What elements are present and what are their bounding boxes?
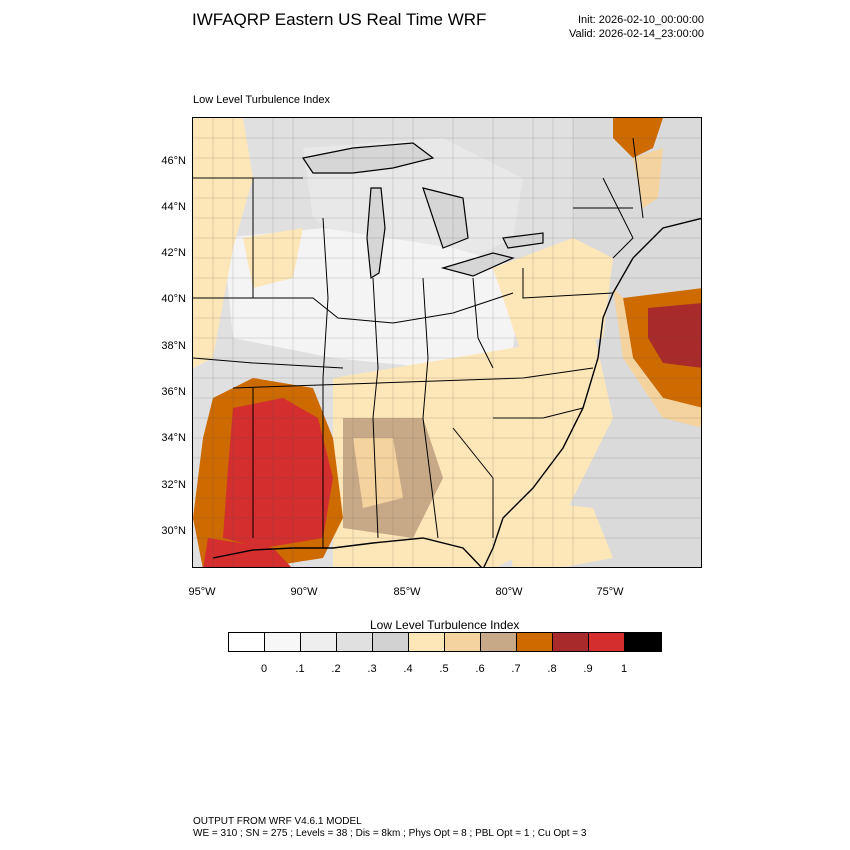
- legend-tick-label: .9: [583, 663, 593, 675]
- atlantic-coastline: [483, 217, 701, 567]
- lat-label-46: 46°N: [161, 155, 186, 167]
- legend-tick-label: .8: [547, 663, 557, 675]
- valid-time: Valid: 2026-02-14_23:00:00: [569, 28, 704, 40]
- lon-label-80: 80°W: [495, 586, 523, 598]
- offshore-tan-field: [613, 288, 701, 428]
- init-time: Init: 2026-02-10_00:00:00: [578, 14, 704, 26]
- lat-label-30: 30°N: [161, 525, 186, 537]
- legend-title: Low Level Turbulence Index: [370, 618, 520, 632]
- map-canvas: [193, 118, 701, 567]
- legend-swatch: [553, 633, 589, 651]
- footer-config: WE = 310 ; SN = 275 ; Levels = 38 ; Dis …: [193, 828, 587, 839]
- lat-label-34: 34°N: [161, 432, 186, 444]
- alabama-mid-field: [353, 438, 403, 508]
- footer-model: OUTPUT FROM WRF V4.6.1 MODEL: [193, 816, 362, 827]
- legend-swatch: [625, 633, 661, 651]
- legend-swatch: [445, 633, 481, 651]
- west-tan-field: [193, 118, 253, 368]
- coastal-tan-field: [503, 498, 613, 567]
- lon-label-95: 95°W: [188, 586, 216, 598]
- legend-colorbar: [228, 632, 662, 652]
- legend-tick-label: .2: [331, 663, 341, 675]
- legend-tick-label: 1: [620, 663, 628, 675]
- main-title: IWFAQRP Eastern US Real Time WRF: [192, 10, 487, 29]
- legend-tick-label: 0: [260, 663, 268, 675]
- panel-title: Low Level Turbulence Index: [193, 94, 330, 106]
- legend-tick-label: .5: [439, 663, 449, 675]
- legend-tick-label: .1: [295, 663, 305, 675]
- legend-swatch: [481, 633, 517, 651]
- lat-label-40: 40°N: [161, 293, 186, 305]
- lat-label-44: 44°N: [161, 201, 186, 213]
- legend-swatch: [409, 633, 445, 651]
- legend-swatch: [517, 633, 553, 651]
- legend-swatch: [337, 633, 373, 651]
- lon-label-90: 90°W: [290, 586, 318, 598]
- legend-tick-label: .3: [367, 663, 377, 675]
- legend-tick-label: .7: [511, 663, 521, 675]
- lat-label-32: 32°N: [161, 479, 186, 491]
- legend-swatch: [301, 633, 337, 651]
- lat-label-42: 42°N: [161, 247, 186, 259]
- gulf-red-field: [223, 398, 333, 548]
- midwest-low-field: [223, 228, 523, 368]
- legend-swatch: [229, 633, 265, 651]
- lat-label-36: 36°N: [161, 386, 186, 398]
- county-lines: [193, 118, 701, 567]
- turbulence-map: [192, 117, 702, 568]
- legend-swatch: [589, 633, 625, 651]
- lon-label-85: 85°W: [393, 586, 421, 598]
- lon-label-75: 75°W: [596, 586, 624, 598]
- legend-swatch: [265, 633, 301, 651]
- legend-tick-label: .6: [475, 663, 485, 675]
- gulf-coast-red-field: [203, 538, 292, 567]
- legend-swatch: [373, 633, 409, 651]
- legend-tick-label: .4: [403, 663, 413, 675]
- offshore-red-field: [648, 303, 701, 368]
- lat-label-38: 38°N: [161, 340, 186, 352]
